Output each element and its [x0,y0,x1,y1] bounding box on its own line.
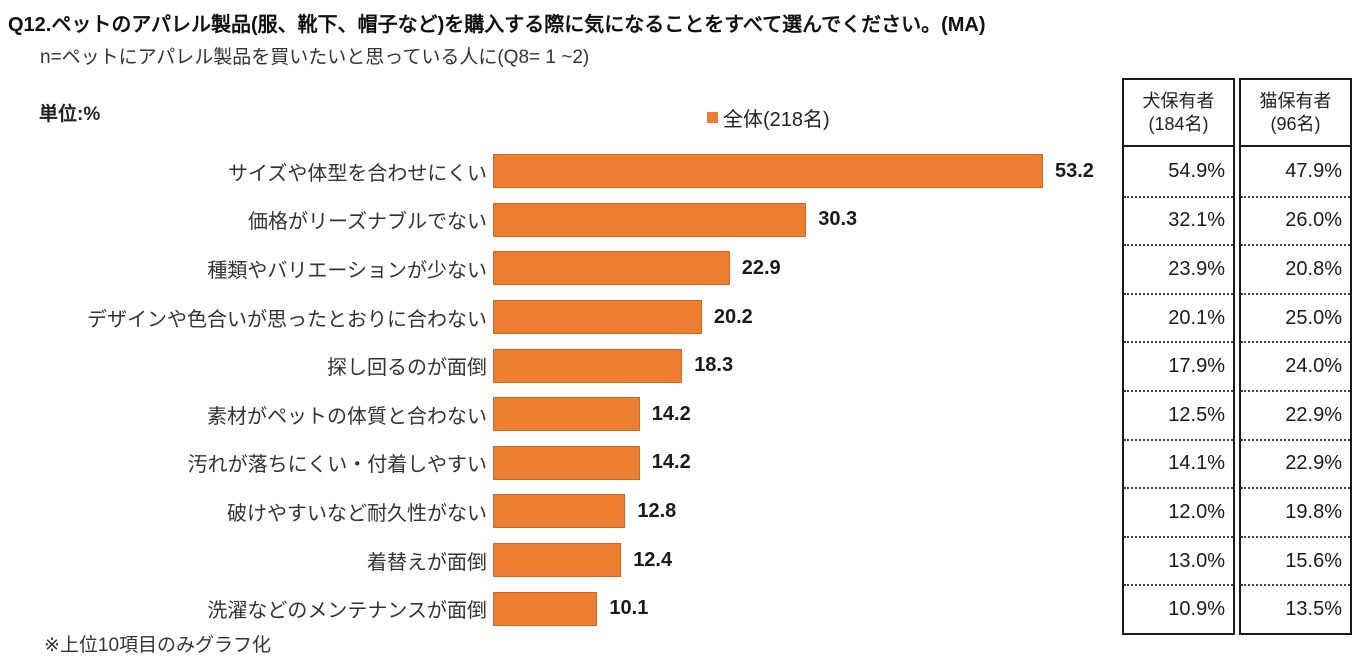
table-cell: 17.9% [1124,341,1233,390]
category-label: 素材がペットの体質と合わない [207,405,487,428]
bar [493,591,598,626]
category-label: 探し回るのが面倒 [327,357,487,380]
bar-row: サイズや体型を合わせにくい 53.2 [0,147,1118,196]
bar-value-label: 53.2 [1055,159,1094,182]
bar-chart: サイズや体型を合わせにくい 53.2 価格がリーズナブルでない 30.3 種類やバリエー… [0,147,1118,633]
bar [493,300,702,335]
table-cell: 20.8% [1241,244,1350,293]
chart-legend: 全体(218名) [707,103,830,132]
table-cell: 12.0% [1124,487,1233,536]
bar [493,494,626,529]
bar-value-label: 18.3 [694,354,734,377]
category-label: 洗濯などのメンテナンスが面倒 [207,600,487,623]
dog-owner-column: 犬保有者 (184名) 54.9% 32.1% 23.9% 20.1% 17.9% 12.5%… [1122,78,1235,635]
category-label: 種類やバリエーションが少ない [207,259,487,282]
bar-value-label: 10.1 [609,597,649,620]
bar-track: 30.3 [487,202,1118,237]
legend-label: 全体(218名) [723,109,830,131]
bar-row: デザインや色合いが思ったとおりに合わない 20.2 [0,293,1118,342]
bar-row: 洗濯などのメンテナンスが面倒 10.1 [0,584,1118,633]
table-cell: 22.9% [1241,389,1350,439]
bar [493,445,640,480]
table-cell: 10.9% [1124,584,1233,633]
table-cell: 47.9% [1285,159,1342,182]
table-cell: 25.0% [1241,292,1350,342]
table-cell: 54.9% [1168,159,1225,182]
bar-row: 着替えが面倒 12.4 [0,536,1118,585]
bar-value-label: 20.2 [713,305,753,328]
table-cell: 19.8% [1241,487,1350,536]
bar-row: 価格がリーズナブルでない 30.3 [0,196,1118,245]
bar-track: 14.2 [487,445,1118,480]
bar-value-label: 12.8 [637,499,677,522]
bar-row: 種類やバリエーションが少ない 22.9 [0,244,1118,293]
category-label: 価格がリーズナブルでない [248,211,487,234]
table-cell: 12.5% [1124,389,1233,439]
bar-row: 探し回るのが面倒 18.3 [0,341,1118,390]
bar-row: 汚れが落ちにくい・付着しやすい 14.2 [0,439,1118,488]
bar-track: 12.8 [487,494,1118,529]
bar-row: 素材がペットの体質と合わない 14.2 [0,390,1118,439]
cat-owner-column: 猫保有者 (96名) 47.9% 26.0% 20.8% 25.0% 24.0% 22.9% 2… [1239,78,1352,635]
table-cell: 23.9% [1124,244,1233,293]
bar-value-label: 12.4 [633,548,673,571]
category-label: 破けやすいなど耐久性がない [227,502,487,525]
legend-swatch-icon [707,112,718,123]
bar-value-label: 14.2 [651,402,691,425]
table-cell: 22.9% [1241,438,1350,488]
table-cell: 20.1% [1124,292,1233,342]
bar [493,202,807,237]
bar [493,543,622,578]
bar [493,397,640,432]
table-cell: 13.5% [1241,584,1350,633]
unit-label: 単位:% [39,104,101,125]
category-label: デザインや色合いが思ったとおりに合わない [87,308,487,331]
bar-row: 破けやすいなど耐久性がない 12.8 [0,487,1118,536]
column-header: 犬保有者 (184名) [1124,80,1233,147]
column-header: 猫保有者 (96名) [1241,80,1350,147]
bar-track: 10.1 [487,591,1118,626]
bar [493,154,1043,189]
category-label: サイズや体型を合わせにくい [228,162,487,185]
bar-track: 53.2 [487,154,1118,189]
table-cell: 26.0% [1241,195,1350,245]
table-cell: 24.0% [1241,341,1350,390]
footnote: ※上位10項目のみグラフ化 [44,635,272,656]
bar [493,348,683,383]
bar-track: 14.2 [487,397,1118,432]
sample-description: n=ペットにアパレル製品を買いたいと思っている人に(Q8= 1 ~2) [40,47,590,68]
bar [493,251,730,286]
page-title: Q12.ペットのアパレル製品(服、靴下、帽子など)を購入する際に気になることをす… [8,14,986,36]
table-cell: 32.1% [1124,195,1233,245]
table-cell: 13.0% [1124,535,1233,585]
bar-value-label: 14.2 [651,451,691,474]
bar-value-label: 22.9 [741,256,781,279]
bar-track: 12.4 [487,543,1118,578]
bar-track: 20.2 [487,300,1118,335]
category-label: 着替えが面倒 [367,551,487,574]
bar-track: 18.3 [487,348,1118,383]
bar-track: 22.9 [487,251,1118,286]
category-label: 汚れが落ちにくい・付着しやすい [187,454,487,477]
table-cell: 14.1% [1124,438,1233,488]
owner-comparison-table: 犬保有者 (184名) 54.9% 32.1% 23.9% 20.1% 17.9% 12.5%… [1122,78,1352,635]
bar-value-label: 30.3 [818,208,858,231]
table-cell: 15.6% [1241,535,1350,585]
